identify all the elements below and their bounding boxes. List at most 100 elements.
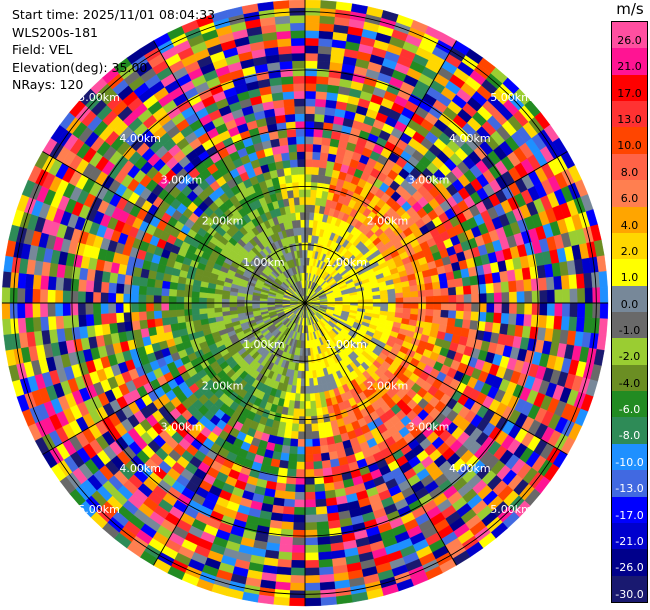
velocity-cell [292,67,306,77]
velocity-cell [439,280,449,289]
velocity-cell [145,286,155,296]
velocity-cell [39,288,49,304]
velocity-cell [62,302,71,316]
velocity-cell [145,310,155,320]
velocity-cell [304,22,320,31]
velocity-cell [304,158,313,168]
velocity-cell [312,151,322,161]
velocity-cell [296,219,302,228]
velocity-cell [92,280,102,293]
colorbar-tick-label: -8.0 [618,429,641,443]
velocity-cell [304,128,315,137]
velocity-cell [317,536,331,546]
colorbar-tick-label: -6.0 [618,403,641,417]
velocity-cell [282,437,291,447]
velocity-cell [54,289,64,304]
colorbar-tick-label: -17.0 [615,508,644,522]
velocity-cell [291,52,306,62]
velocity-cell [278,543,293,553]
velocity-cell [320,0,337,10]
velocity-cell [288,143,298,153]
velocity-cell [39,275,50,290]
velocity-cell [47,275,57,291]
velocity-cell [55,276,65,291]
velocity-cell [297,158,306,168]
velocity-cell [108,282,117,294]
velocity-cell [295,128,306,137]
velocity-cell [304,544,319,554]
velocity-cell [277,467,288,477]
velocity-cell [304,189,312,198]
velocity-cell [425,302,435,310]
velocity-cell [161,309,170,319]
velocity-cell [501,302,510,314]
velocity-cell [279,452,290,462]
velocity-cell [320,452,331,462]
velocity-cell [292,537,306,546]
velocity-cell [32,302,41,318]
velocity-cell [387,302,397,309]
velocity-cell [100,281,110,293]
velocity-cell [530,278,540,292]
velocity-cell [183,308,193,316]
velocity-cell [403,302,412,309]
velocity-cell [304,14,321,24]
velocity-cell [516,291,525,304]
velocity-cell [320,144,331,154]
velocity-cell [279,536,293,546]
velocity-cell [324,428,334,438]
range-ring-label: 4.00km [119,132,161,145]
velocity-cell [290,37,306,47]
velocity-cell [292,75,306,84]
velocity-cell [24,273,35,289]
velocity-cell [206,312,216,319]
velocity-cell [275,482,287,492]
velocity-cell [315,506,328,516]
velocity-cell [277,551,293,561]
velocity-cell [292,408,300,417]
velocity-cell [304,98,316,107]
velocity-cell [213,302,223,309]
velocity-cell [304,355,309,364]
velocity-cell [318,566,334,576]
velocity-cell [599,302,609,320]
velocity-cell [561,288,571,304]
velocity-cell [55,315,65,330]
velocity-cell [296,136,306,145]
velocity-cell [304,393,311,402]
velocity-cell [153,310,163,320]
velocity-cell [500,281,510,293]
range-ring-label: 4.00km [449,132,491,145]
velocity-cell [285,182,294,192]
velocity-cell [318,429,327,439]
velocity-cell [433,302,442,311]
velocity-cell [317,60,331,70]
velocity-cell [299,196,306,205]
velocity-cell [484,273,494,285]
velocity-cell [288,197,295,206]
velocity-cell [418,296,427,304]
velocity-cell [277,37,292,48]
velocity-cell [146,318,156,329]
velocity-cell [433,295,442,304]
velocity-cell [292,181,300,191]
velocity-cell [554,302,563,317]
velocity-cell [62,277,72,291]
velocity-cell [298,416,306,425]
velocity-cell [273,596,290,606]
velocity-cell [463,302,472,312]
velocity-cell [470,311,480,322]
velocity-cell [410,308,419,316]
velocity-cell [314,392,321,402]
velocity-cell [304,552,319,561]
velocity-cell [298,408,306,417]
velocity-cell [276,168,286,178]
velocity-cell [515,279,525,293]
velocity-cell [274,581,291,591]
velocity-cell [312,453,322,463]
range-ring-label: 1.00km [243,256,285,269]
velocity-cell [290,166,299,176]
velocity-cell [213,307,223,313]
velocity-cell [312,445,322,455]
velocity-cell [304,67,318,77]
